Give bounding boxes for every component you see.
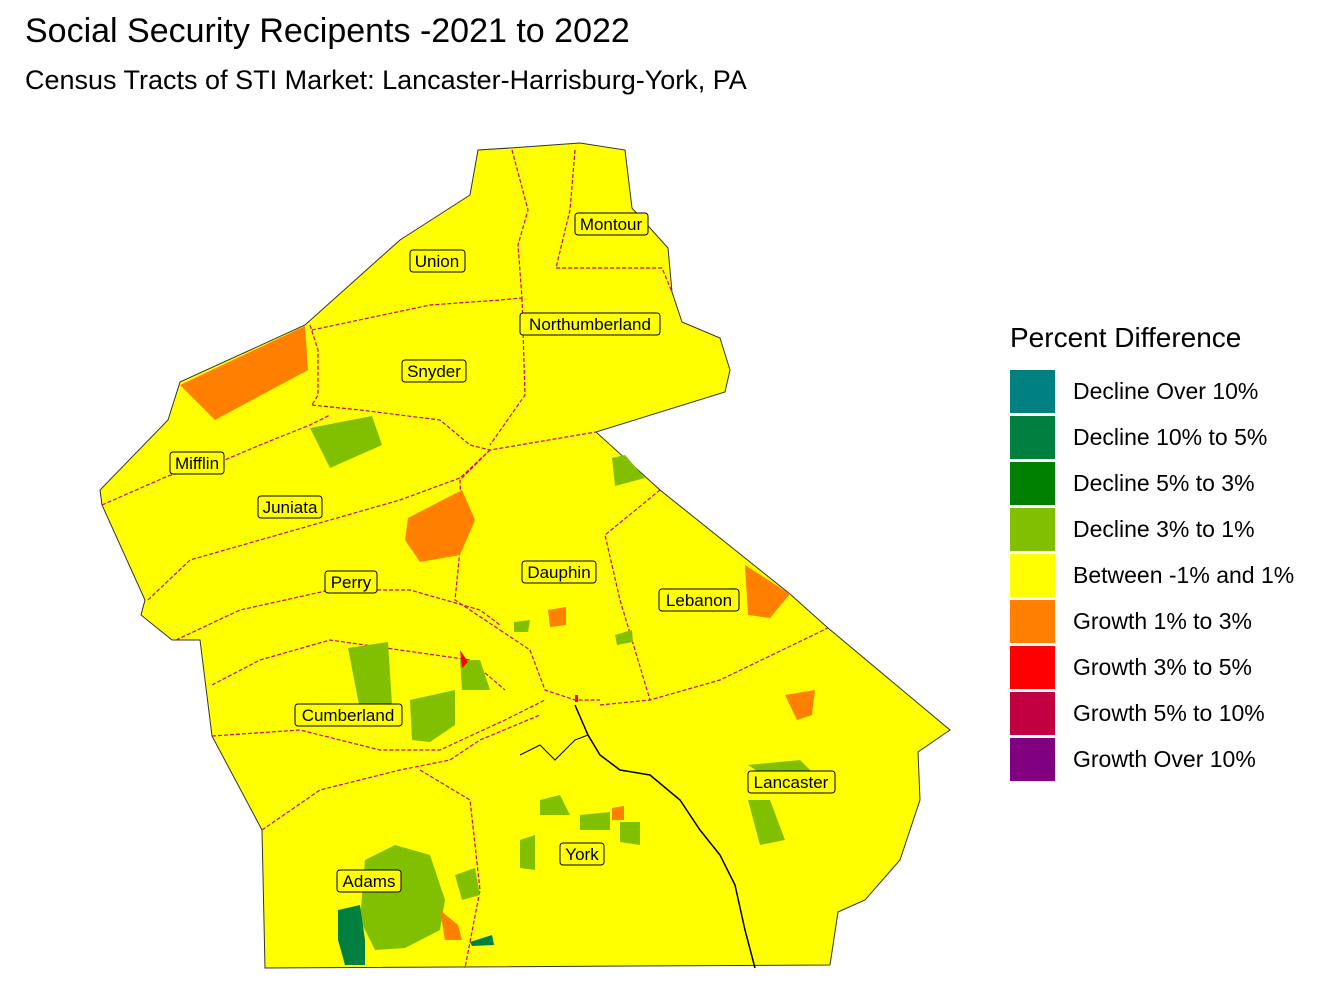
legend-title: Percent Difference xyxy=(1010,322,1242,353)
legend-label: Growth Over 10% xyxy=(1073,745,1256,772)
legend-label: Growth 5% to 10% xyxy=(1073,699,1265,726)
county-name-lebanon: Lebanon xyxy=(666,591,732,610)
county-name-snyder: Snyder xyxy=(407,362,461,381)
legend-swatch xyxy=(1010,369,1055,413)
legend-swatch xyxy=(1010,507,1055,551)
legend-swatch xyxy=(1010,599,1055,643)
map-legend: Percent Difference Decline Over 10% Decli… xyxy=(1010,318,1294,782)
county-name-juniata: Juniata xyxy=(263,498,318,517)
tract-regions xyxy=(180,326,820,965)
county-label-mifflin: Mifflin xyxy=(169,451,225,475)
county-label-snyder: Snyder xyxy=(401,359,467,383)
susquehanna-river xyxy=(574,704,756,969)
legend-item: Growth Over 10% xyxy=(1010,736,1294,782)
county-name-adams: Adams xyxy=(343,872,396,891)
legend-swatch xyxy=(1010,691,1055,735)
county-name-york: York xyxy=(565,845,599,864)
county-label-montour: Montour xyxy=(574,212,649,236)
legend-label: Decline 3% to 1% xyxy=(1073,515,1255,542)
county-label-lancaster: Lancaster xyxy=(747,770,836,794)
legend-swatch xyxy=(1010,461,1055,505)
county-label-dauphin: Dauphin xyxy=(521,560,597,584)
legend-swatch xyxy=(1010,645,1055,689)
county-name-union: Union xyxy=(415,252,459,271)
legend-swatch xyxy=(1010,415,1055,459)
legend-swatch xyxy=(1010,737,1055,781)
legend-label: Decline 10% to 5% xyxy=(1073,423,1268,450)
county-label-northumberland: Northumberland xyxy=(519,312,661,336)
market-outline xyxy=(99,142,951,969)
county-labels: Union Montour Northumberland Snyder Miff… xyxy=(169,212,836,893)
county-name-perry: Perry xyxy=(331,573,372,592)
legend-item: Decline 3% to 1% xyxy=(1010,506,1294,552)
county-label-lebanon: Lebanon xyxy=(658,588,740,612)
legend-item: Decline 10% to 5% xyxy=(1010,414,1294,460)
legend-swatch xyxy=(1010,553,1055,597)
choropleth-map: Union Montour Northumberland Snyder Miff… xyxy=(99,142,951,969)
legend-label: Decline Over 10% xyxy=(1073,377,1259,404)
map-subtitle: Census Tracts of STI Market: Lancaster-H… xyxy=(25,65,747,95)
county-label-cumberland: Cumberland xyxy=(294,703,403,727)
county-name-montour: Montour xyxy=(580,215,643,234)
county-label-union: Union xyxy=(409,249,466,273)
legend-label: Between -1% and 1% xyxy=(1073,561,1295,588)
county-name-lancaster: Lancaster xyxy=(754,773,829,792)
legend-item: Between -1% and 1% xyxy=(1010,552,1294,598)
county-name-northumberland: Northumberland xyxy=(529,315,651,334)
legend-item: Growth 1% to 3% xyxy=(1010,598,1294,644)
legend-label: Decline 5% to 3% xyxy=(1073,469,1255,496)
county-label-juniata: Juniata xyxy=(257,495,323,519)
legend-label: Growth 3% to 5% xyxy=(1073,653,1252,680)
county-label-perry: Perry xyxy=(324,570,378,594)
county-label-adams: Adams xyxy=(336,869,402,893)
legend-item: Decline Over 10% xyxy=(1010,368,1294,414)
legend-items: Decline Over 10% Decline 10% to 5% Decline… xyxy=(1010,368,1294,782)
legend-item: Decline 5% to 3% xyxy=(1010,460,1294,506)
county-boundaries xyxy=(101,149,829,969)
county-name-dauphin: Dauphin xyxy=(527,563,590,582)
county-name-cumberland: Cumberland xyxy=(302,706,395,725)
county-name-mifflin: Mifflin xyxy=(175,454,219,473)
legend-item: Growth 3% to 5% xyxy=(1010,644,1294,690)
river-branch xyxy=(519,734,589,761)
legend-item: Growth 5% to 10% xyxy=(1010,690,1294,736)
map-title: Social Security Recipents -2021 to 2022 xyxy=(25,12,630,50)
legend-label: Growth 1% to 3% xyxy=(1073,607,1252,634)
county-label-york: York xyxy=(559,842,605,866)
